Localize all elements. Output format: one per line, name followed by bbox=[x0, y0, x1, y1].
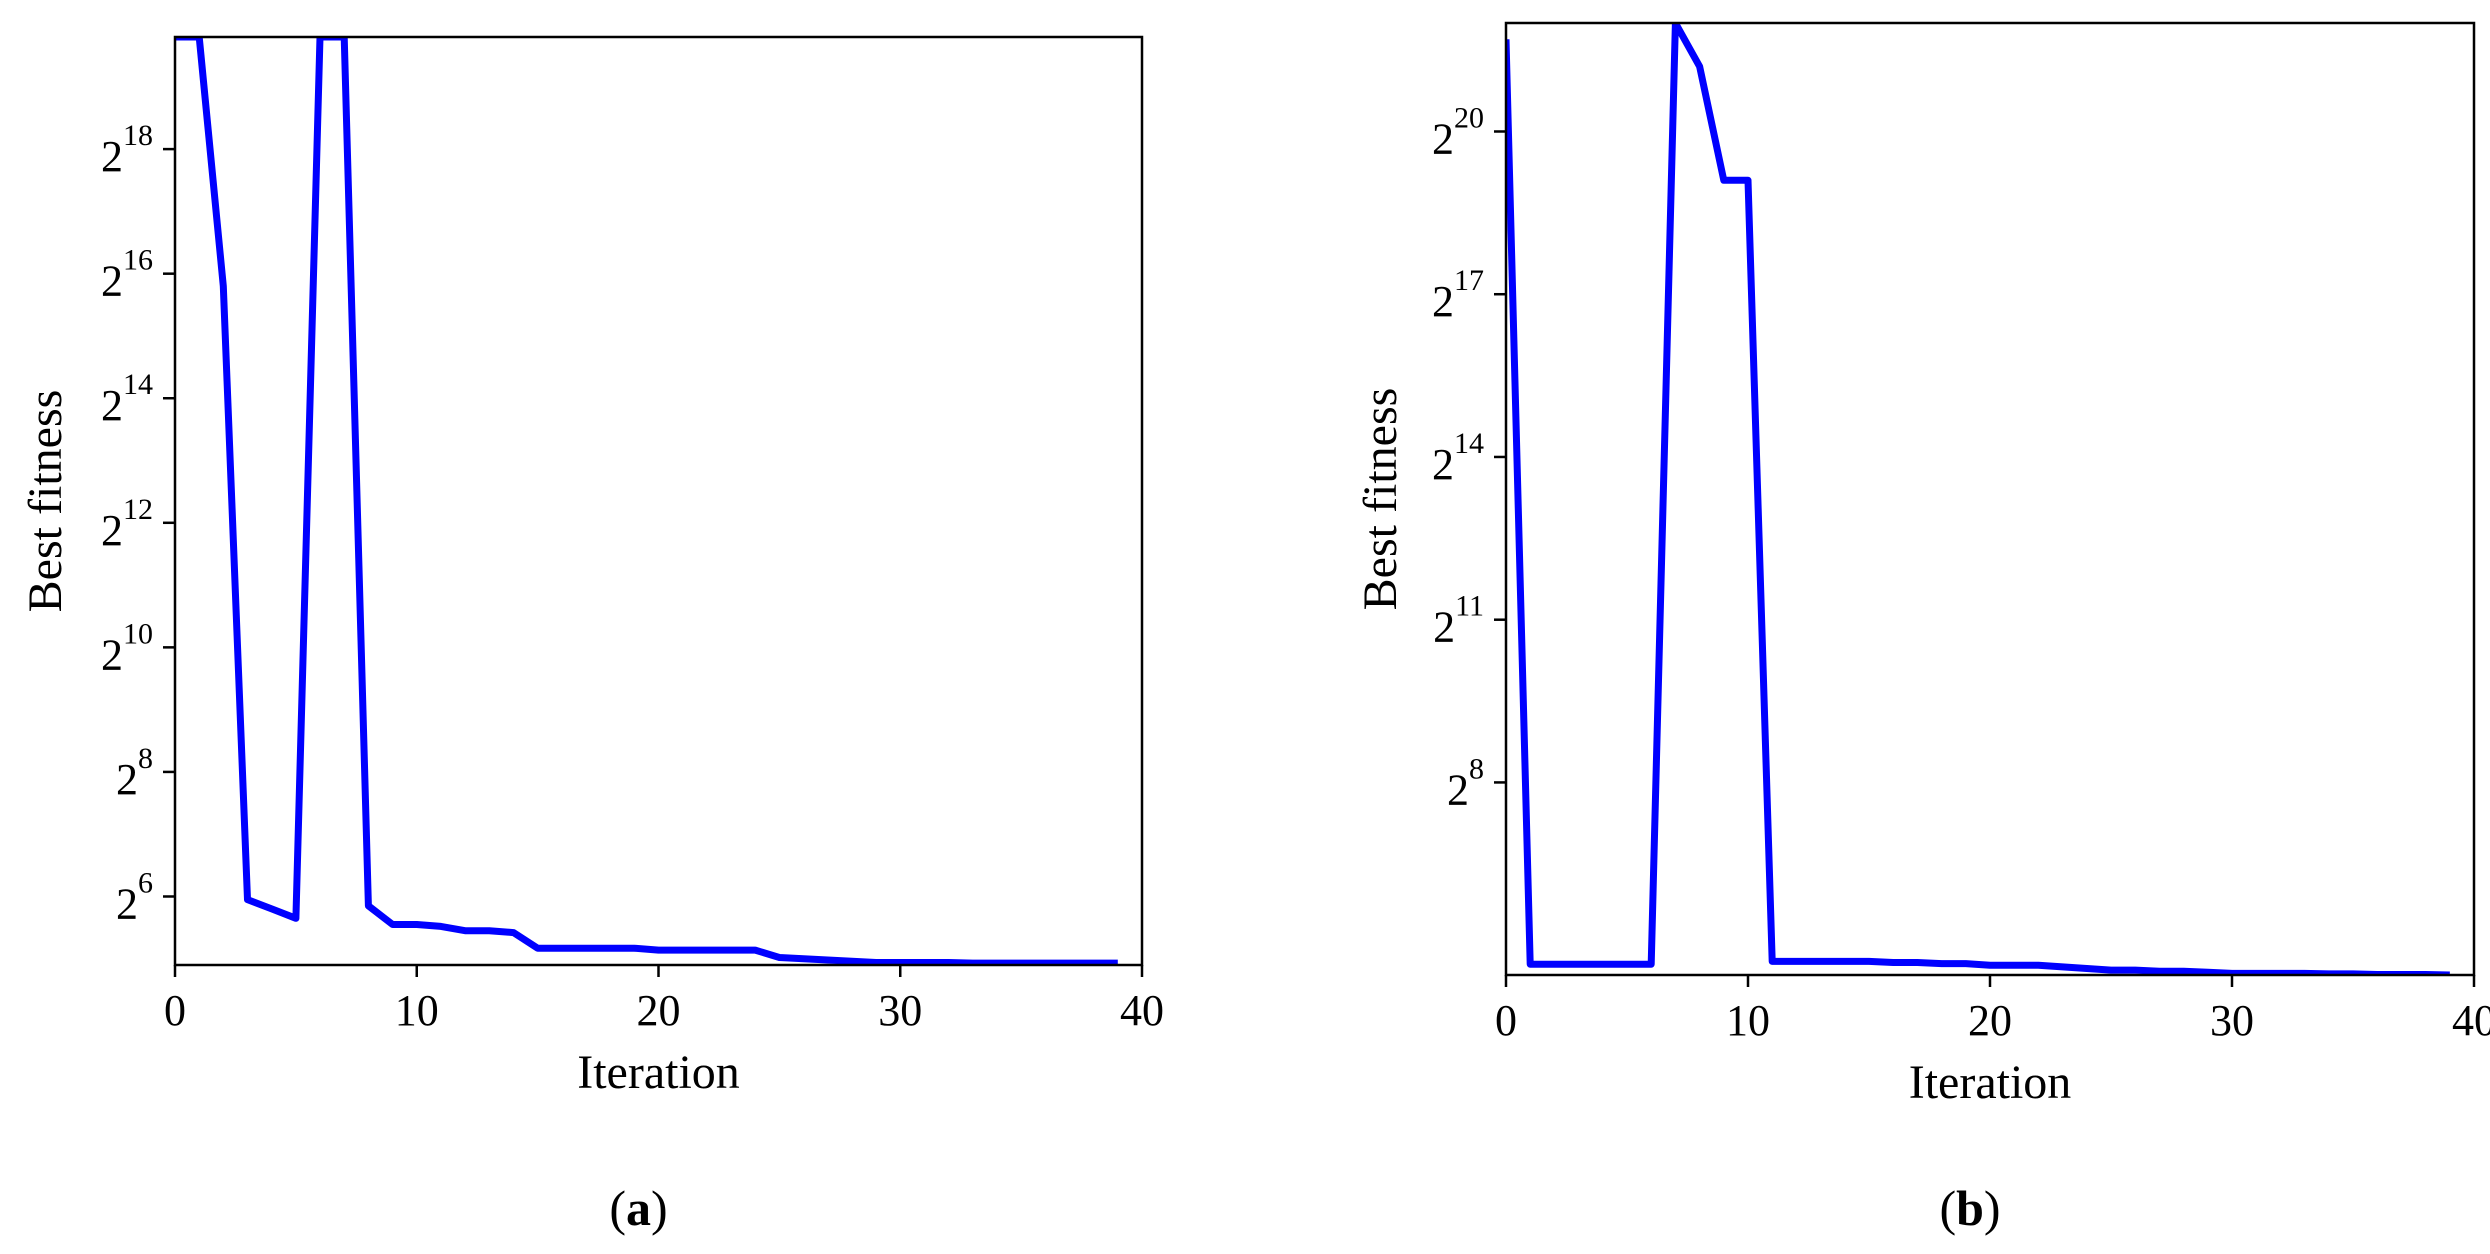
chart-panel-a: 0 10 20 30 40 26 28 210 212 214 216 218 Iteration B… bbox=[19, 35, 1164, 1236]
chart-a-y-tick-label: 218 bbox=[101, 119, 153, 181]
panel-b-label: (b) bbox=[1939, 1180, 2000, 1236]
chart-b-y-tick-label: 28 bbox=[1447, 752, 1484, 814]
chart-b-y-tick-label: 220 bbox=[1432, 101, 1484, 163]
chart-b-x-tick-label: 10 bbox=[1726, 996, 1770, 1045]
chart-a-x-tick-label: 40 bbox=[1120, 986, 1164, 1035]
chart-b-x-axis-label: Iteration bbox=[1909, 1056, 2072, 1109]
chart-a-y-tick-label: 212 bbox=[101, 493, 153, 555]
chart-a-x-tick-label: 0 bbox=[164, 986, 186, 1035]
chart-a-x-tick-label: 20 bbox=[637, 986, 681, 1035]
chart-b-y-axis-label: Best fitness bbox=[1354, 388, 1407, 611]
chart-b-x-tick-label: 20 bbox=[1968, 996, 2012, 1045]
chart-b-x-tick-label: 0 bbox=[1495, 996, 1517, 1045]
chart-a-y-tick-label: 28 bbox=[116, 742, 153, 804]
chart-b-y-tick-label: 214 bbox=[1432, 427, 1484, 489]
chart-a-series-line bbox=[175, 37, 1118, 965]
chart-a-y-axis-label: Best fitness bbox=[19, 390, 72, 613]
chart-b-y-tick-label: 211 bbox=[1433, 590, 1484, 652]
chart-b-y-tick-label: 217 bbox=[1432, 264, 1484, 326]
panel-a-label: (a) bbox=[609, 1180, 667, 1236]
chart-b-marks: 0 10 20 30 40 28 211 214 217 220 bbox=[1432, 21, 2490, 1045]
chart-a-x-tick-label: 30 bbox=[878, 986, 922, 1035]
chart-b-x-tick-label: 40 bbox=[2452, 996, 2490, 1045]
chart-a-y-tick-label: 216 bbox=[101, 244, 153, 306]
chart-a-x-tick-label: 10 bbox=[395, 986, 439, 1035]
chart-a-y-tick-label: 214 bbox=[101, 368, 153, 430]
chart-panel-b: 0 10 20 30 40 28 211 214 217 220 Iteration Best f… bbox=[1354, 21, 2490, 1236]
chart-b-series-line bbox=[1506, 23, 2450, 975]
chart-a-y-tick-label: 210 bbox=[101, 617, 153, 679]
chart-a-x-axis-label: Iteration bbox=[577, 1046, 740, 1099]
chart-b-x-tick-label: 30 bbox=[2210, 996, 2254, 1045]
chart-a-marks: 0 10 20 30 40 26 28 210 212 214 216 218 bbox=[101, 35, 1164, 1035]
chart-a-y-tick-label: 26 bbox=[116, 866, 153, 928]
chart-a-axes-frame bbox=[173, 35, 1144, 967]
